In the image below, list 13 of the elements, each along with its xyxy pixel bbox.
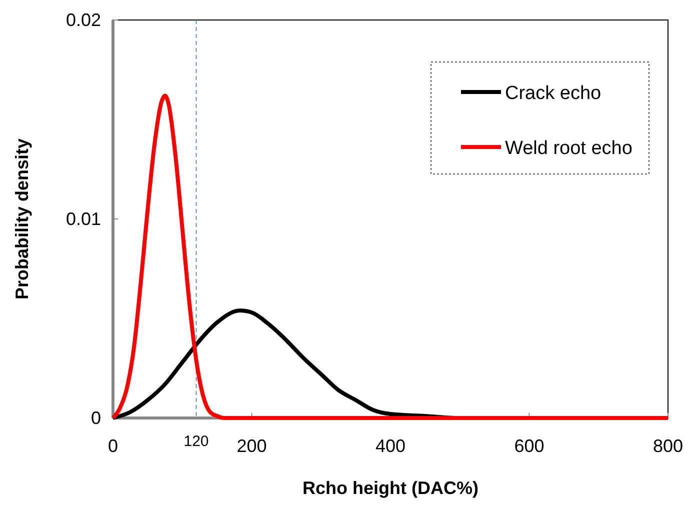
x-tick-label: 200 — [236, 436, 267, 456]
y-tick-label: 0.01 — [66, 209, 101, 229]
x-tick-label: 800 — [652, 436, 684, 456]
y-tick-label: 0 — [90, 408, 101, 428]
x-axis-title: Rcho height (DAC%) — [302, 478, 478, 498]
x-tick-label: 400 — [375, 436, 406, 456]
y-tick-label: 0.02 — [66, 10, 101, 30]
x-tick-label: 600 — [514, 436, 544, 456]
x-tick-label: 0 — [108, 436, 118, 456]
legend-label: Weld root echo — [505, 138, 632, 159]
ref-line-label: 120 — [184, 433, 209, 450]
legend-label: Crack echo — [505, 83, 602, 104]
y-axis-title: Probability density — [12, 138, 32, 300]
